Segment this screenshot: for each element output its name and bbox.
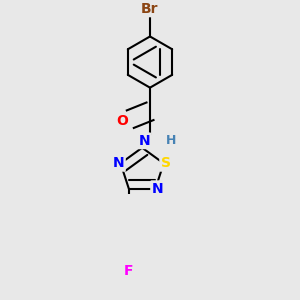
Text: H: H bbox=[166, 134, 176, 147]
Text: N: N bbox=[138, 134, 150, 148]
Text: O: O bbox=[116, 114, 128, 128]
Text: N: N bbox=[113, 156, 124, 170]
Text: F: F bbox=[124, 264, 134, 278]
Text: N: N bbox=[152, 182, 163, 196]
Text: S: S bbox=[160, 156, 171, 170]
Text: Br: Br bbox=[141, 2, 159, 16]
